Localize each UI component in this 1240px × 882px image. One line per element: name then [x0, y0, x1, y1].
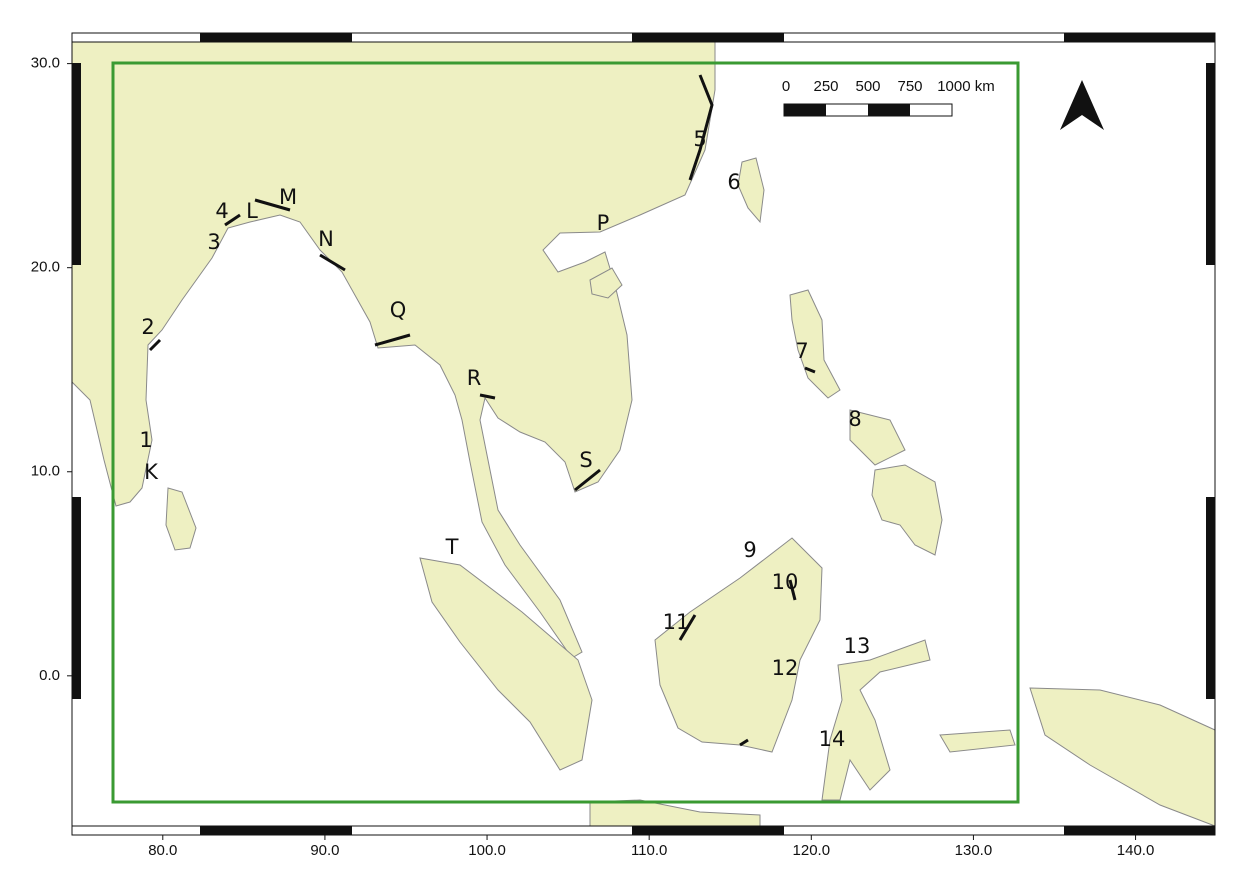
coast-segment	[148, 198, 816, 747]
visayas	[849, 409, 906, 466]
x-tick-label: 90.0	[310, 842, 339, 859]
sulawesi	[821, 639, 931, 801]
site-label: 1	[139, 428, 152, 452]
site-label: T	[445, 535, 459, 559]
scale-label: 750	[897, 78, 922, 95]
site-label: 14	[819, 727, 846, 751]
site-label: 9	[743, 538, 756, 562]
x-tick-label: 130.0	[955, 842, 993, 859]
scale-label: 500	[855, 78, 880, 95]
borneo	[654, 537, 823, 753]
sri-lanka	[165, 487, 197, 551]
site-label: 13	[844, 634, 871, 658]
land	[71, 41, 1216, 827]
scale-segment	[784, 104, 826, 116]
y-tick-label: 20.0	[31, 259, 60, 276]
scale-segment	[868, 104, 910, 116]
y-tick-label: 10.0	[31, 463, 60, 480]
site-label: 5	[693, 127, 706, 151]
x-tick-label: 100.0	[468, 842, 506, 859]
sumatra	[419, 557, 593, 771]
site-label: N	[318, 227, 334, 251]
north-arrow	[1060, 80, 1104, 130]
site-label: 6	[727, 170, 740, 194]
site-label: 4	[215, 199, 228, 223]
coast-segment	[688, 74, 714, 181]
site-label: 11	[663, 610, 690, 634]
taiwan	[737, 157, 765, 224]
scale-label: 250	[813, 78, 838, 95]
luzon	[789, 289, 841, 399]
x-tick-label: 80.0	[148, 842, 177, 859]
x-tick-label: 120.0	[793, 842, 831, 859]
x-tick-label: 140.0	[1117, 842, 1155, 859]
site-label: 10	[772, 570, 799, 594]
scale-bar: 0 250 500 750 1000 km	[782, 78, 995, 117]
site-label: 2	[141, 315, 154, 339]
x-tick-label: 110.0	[631, 842, 667, 859]
site-label: 12	[772, 656, 799, 680]
site-label: Q	[390, 298, 407, 322]
site-label: 8	[848, 407, 861, 431]
study-area	[111, 61, 1020, 804]
site-label: M	[279, 185, 297, 209]
island	[939, 729, 1016, 753]
y-tick-label: 30.0	[31, 55, 60, 72]
sampled-coast	[148, 74, 816, 747]
site-label: R	[467, 366, 482, 390]
site-label: 7	[795, 339, 808, 363]
site-label: L	[246, 199, 258, 223]
site-labels: 4 L M 3 N 5 6 P 2 Q 7 R 8 1 K S T 9 10 1…	[139, 127, 870, 751]
site-label: K	[144, 460, 159, 484]
site-label: S	[579, 448, 592, 472]
frame	[71, 32, 1216, 836]
site-label: 3	[207, 230, 220, 254]
site-label: P	[597, 211, 610, 235]
mindanao	[871, 464, 943, 556]
scale-label: 0	[782, 78, 790, 95]
y-tick-label: 0.0	[39, 667, 60, 684]
scale-label: 1000 km	[937, 78, 995, 95]
hainan	[589, 267, 623, 299]
